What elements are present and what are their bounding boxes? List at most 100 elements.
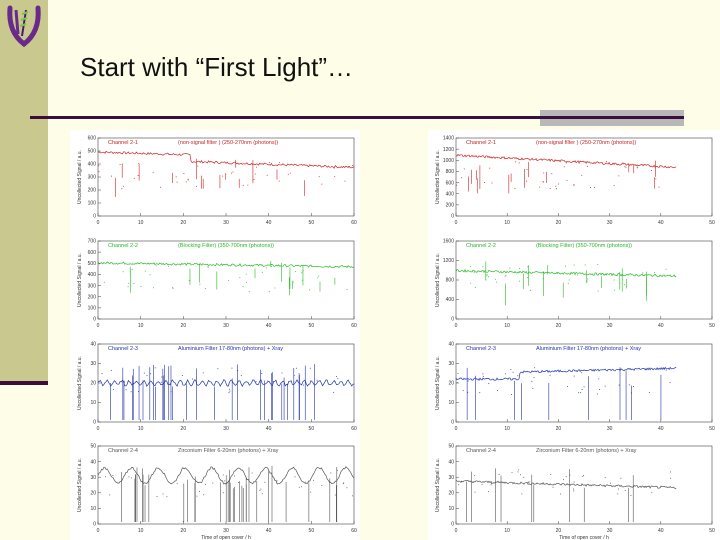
x-tick-label: 40	[658, 528, 664, 534]
data-point	[568, 279, 570, 281]
data-point	[555, 188, 557, 190]
data-point	[456, 382, 458, 384]
x-axis-label: Time of open cover / h	[201, 535, 251, 540]
data-point	[183, 173, 185, 175]
plot-frame	[455, 240, 713, 320]
data-point	[103, 281, 105, 283]
x-tick-label: 0	[455, 528, 458, 534]
data-point	[597, 290, 599, 292]
x-tick-label: 40	[658, 323, 664, 329]
data-point	[479, 392, 481, 394]
data-point	[197, 165, 199, 167]
data-point	[573, 264, 575, 266]
data-point	[569, 474, 571, 476]
x-tick-label: 0	[97, 323, 100, 329]
y-tick-label: 20	[448, 491, 454, 497]
data-point	[181, 375, 183, 377]
series-trace	[455, 153, 677, 169]
data-point	[195, 185, 197, 187]
data-point	[551, 173, 553, 175]
plot-title-channel: Channel 2-1	[466, 140, 496, 146]
plot-right-2: Channel 2-2 (Blocking Filter) (350-700nm …	[430, 235, 718, 335]
data-point	[645, 368, 647, 370]
data-point	[240, 375, 242, 377]
data-point	[130, 391, 132, 393]
data-point	[518, 469, 520, 471]
data-point	[301, 272, 303, 274]
data-point	[98, 381, 100, 383]
data-point	[495, 281, 497, 283]
data-point	[565, 476, 567, 478]
data-point	[176, 181, 178, 183]
data-point	[596, 393, 598, 395]
x-tick-label: 30	[607, 220, 613, 226]
data-point	[304, 481, 306, 483]
data-point	[461, 177, 463, 179]
series-trace	[455, 479, 677, 490]
data-point	[617, 493, 619, 495]
plot-title-filter: (non-signal filter ) (250-270nm (photons…	[178, 140, 278, 146]
plot-title-filter: Aluminium Filter 17-80nm (photons) + Xra…	[536, 346, 641, 352]
data-point	[112, 389, 114, 391]
y-tick-label: 100	[88, 201, 97, 207]
x-tick-label: 30	[223, 323, 229, 329]
data-point	[176, 483, 178, 485]
plot-title-channel: Channel 2-2	[466, 243, 496, 249]
data-point	[521, 493, 523, 495]
data-point	[161, 376, 163, 378]
title-rule	[30, 116, 684, 119]
data-point	[534, 367, 536, 369]
data-point	[245, 281, 247, 283]
data-point	[295, 367, 297, 369]
data-point	[494, 278, 496, 280]
data-point	[483, 182, 485, 184]
y-tick-label: 40	[90, 459, 96, 465]
y-tick-label: 0	[451, 522, 454, 528]
data-point	[594, 186, 596, 188]
data-point	[542, 277, 544, 279]
x-tick-label: 0	[97, 426, 100, 432]
x-tick-label: 30	[223, 426, 229, 432]
x-tick-label: 20	[181, 426, 187, 432]
data-point	[504, 275, 506, 277]
y-tick-label: 0	[451, 420, 454, 426]
data-point	[532, 387, 534, 389]
data-point	[515, 161, 517, 163]
plot-left-2: Channel 2-2 (Blocking Filter) (350-700nm …	[72, 235, 360, 335]
y-tick-label: 0	[93, 317, 96, 323]
data-point	[207, 266, 209, 268]
data-point	[334, 380, 336, 382]
data-point	[637, 166, 639, 168]
data-point	[256, 166, 258, 168]
data-point	[625, 167, 627, 169]
data-point	[481, 484, 483, 486]
data-point	[242, 286, 244, 288]
data-point	[531, 380, 533, 382]
x-tick-label: 30	[607, 528, 613, 534]
y-tick-label: 700	[88, 239, 97, 245]
data-point	[669, 382, 671, 384]
logo-icon	[7, 5, 41, 48]
data-point	[261, 493, 263, 495]
x-tick-label: 20	[556, 323, 562, 329]
data-point	[653, 271, 655, 273]
data-point	[146, 374, 148, 376]
data-point	[287, 173, 289, 175]
data-point	[131, 477, 133, 479]
x-tick-label: 50	[709, 528, 715, 534]
x-tick-label: 60	[351, 426, 357, 432]
data-point	[196, 495, 198, 497]
data-point	[582, 475, 584, 477]
x-tick-label: 0	[97, 220, 100, 226]
x-tick-label: 10	[504, 323, 510, 329]
data-point	[316, 379, 318, 381]
x-tick-label: 20	[556, 528, 562, 534]
data-point	[266, 174, 268, 176]
data-point	[606, 161, 608, 163]
data-point	[133, 177, 135, 179]
data-point	[265, 267, 267, 269]
data-point	[281, 372, 283, 374]
data-point	[295, 271, 297, 273]
data-point	[519, 267, 521, 269]
data-point	[658, 186, 660, 188]
